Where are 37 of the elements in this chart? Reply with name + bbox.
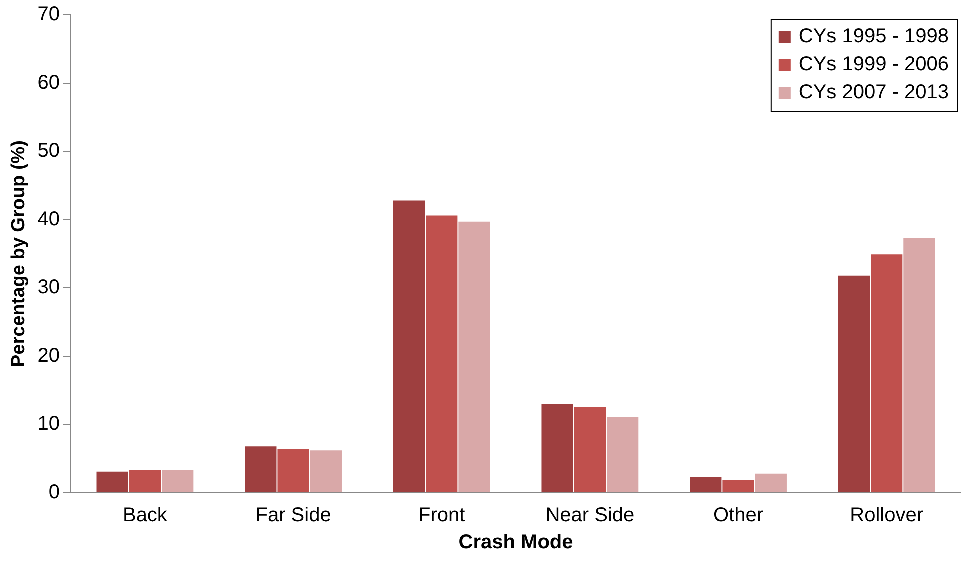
bar — [690, 477, 722, 492]
legend-label: CYs 1999 - 2006 — [798, 54, 950, 76]
bar — [904, 238, 936, 492]
y-tick-label: 20 — [38, 344, 60, 367]
y-tick-label: 70 — [38, 4, 60, 26]
bar — [458, 222, 490, 492]
bar — [426, 216, 458, 492]
legend-label: CYs 1995 - 1998 — [798, 26, 950, 48]
bar — [310, 450, 342, 492]
bar — [838, 276, 870, 492]
y-tick-label: 50 — [38, 140, 60, 162]
bar — [96, 472, 128, 492]
x-tick-label: Rollover — [850, 504, 924, 527]
bar — [278, 449, 310, 492]
x-axis-title: Crash Mode — [458, 532, 574, 554]
y-tick-label: 30 — [38, 276, 60, 299]
legend-label: CYs 2007 - 2013 — [798, 82, 950, 104]
x-tick-label: Far Side — [256, 504, 332, 527]
bar — [542, 404, 574, 492]
x-tick-label: Near Side — [546, 504, 635, 527]
bar — [871, 254, 903, 492]
bar — [606, 417, 639, 492]
x-tick-label: Front — [418, 504, 466, 527]
y-axis-title: Percentage by Group (%) — [8, 140, 30, 368]
bar — [162, 470, 194, 492]
bar — [245, 446, 277, 492]
y-tick-label: 0 — [48, 482, 60, 504]
bar — [129, 470, 162, 492]
y-tick-label: 60 — [38, 72, 60, 94]
bar — [393, 200, 426, 492]
y-tick-label: 10 — [38, 413, 60, 436]
x-tick-label: Back — [122, 504, 168, 527]
x-tick-label: Other — [713, 504, 764, 527]
bar — [574, 406, 606, 492]
bar — [755, 474, 787, 492]
y-tick-label: 40 — [38, 208, 60, 230]
bar — [722, 480, 754, 492]
